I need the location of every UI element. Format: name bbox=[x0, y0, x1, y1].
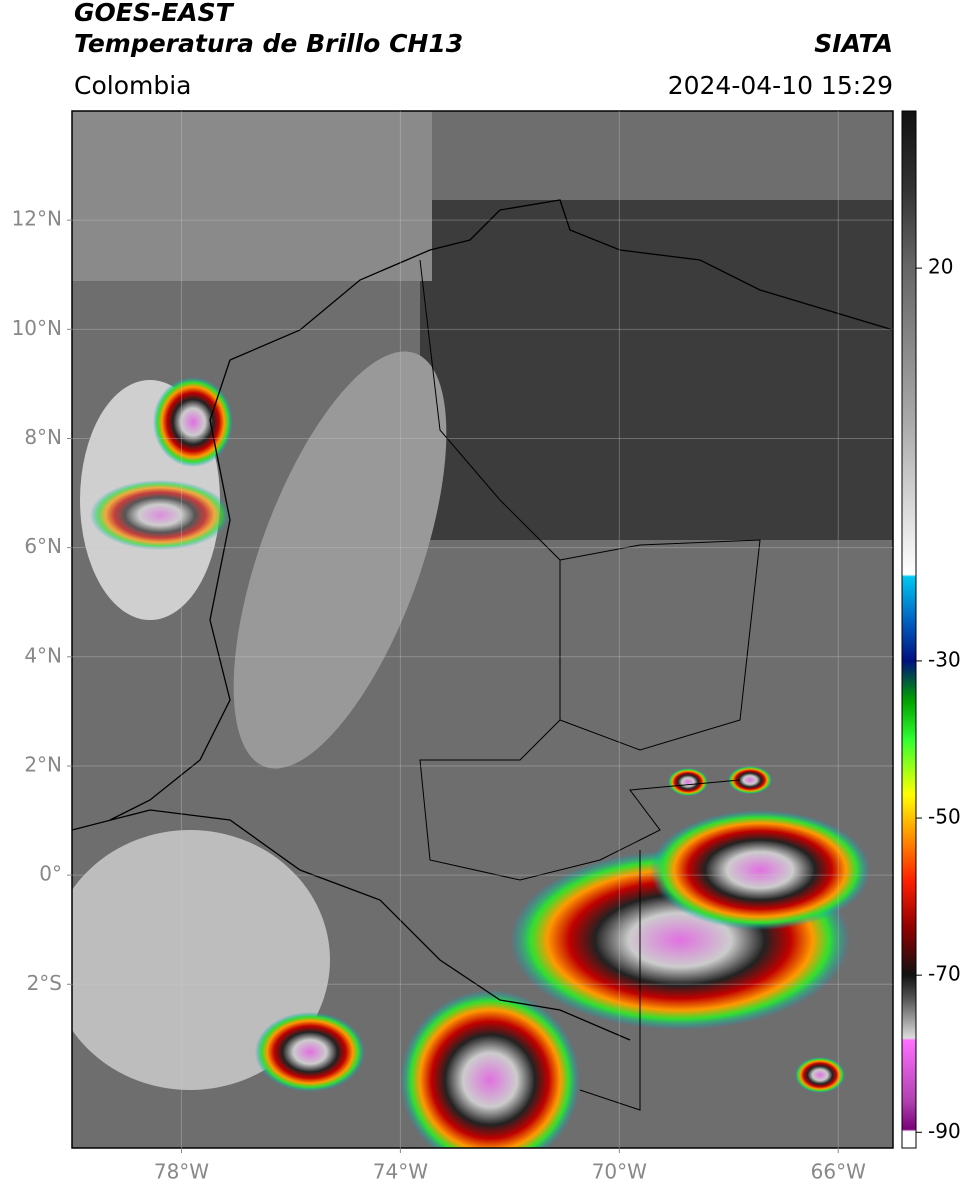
y-tick-label: 2°S bbox=[27, 971, 62, 995]
x-tick-label: 66°W bbox=[811, 1160, 866, 1184]
colorbar-tick-label: -30 bbox=[928, 647, 961, 671]
colorbar bbox=[901, 110, 917, 1149]
y-tick-label: 0° bbox=[39, 862, 62, 886]
x-tick-label: 74°W bbox=[373, 1160, 428, 1184]
product: Temperatura de Brillo CH13 bbox=[74, 29, 463, 58]
y-tick-label: 8°N bbox=[24, 425, 62, 449]
x-tick-label: 70°W bbox=[592, 1160, 647, 1184]
colorbar-tick-label: 20 bbox=[928, 255, 953, 279]
y-tick-label: 12°N bbox=[12, 207, 62, 231]
datetime: 2024-04-10 15:29 bbox=[668, 71, 893, 100]
map-frame bbox=[71, 110, 894, 1149]
colorbar-tick-label: -70 bbox=[928, 962, 961, 986]
source: SIATA bbox=[814, 29, 893, 58]
colorbar-tick-label: -50 bbox=[928, 805, 961, 829]
y-tick-label: 4°N bbox=[24, 643, 62, 667]
y-tick-label: 10°N bbox=[12, 316, 62, 340]
y-tick-label: 2°N bbox=[24, 752, 62, 776]
y-tick-label: 6°N bbox=[24, 534, 62, 558]
x-tick-label: 78°W bbox=[154, 1160, 209, 1184]
satellite: GOES-EAST bbox=[74, 0, 235, 27]
region: Colombia bbox=[74, 71, 191, 100]
satellite-image bbox=[72, 111, 893, 1148]
colorbar-tick-label: -90 bbox=[928, 1119, 961, 1143]
